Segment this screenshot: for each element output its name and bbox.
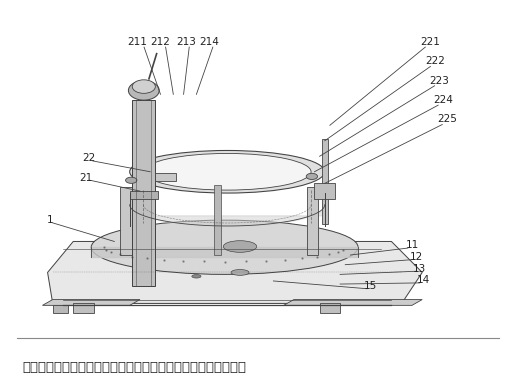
Ellipse shape — [231, 269, 249, 275]
Bar — [130, 191, 158, 199]
Ellipse shape — [132, 80, 155, 93]
Bar — [155, 173, 176, 181]
Bar — [214, 185, 220, 255]
Bar — [307, 187, 318, 255]
Bar — [120, 187, 132, 255]
Bar — [319, 303, 340, 313]
Ellipse shape — [130, 151, 325, 193]
Ellipse shape — [128, 81, 159, 100]
Text: 212: 212 — [151, 37, 170, 47]
Text: 22: 22 — [82, 153, 95, 163]
Polygon shape — [42, 300, 140, 305]
Text: 21: 21 — [79, 172, 93, 183]
Bar — [322, 139, 328, 224]
Text: 225: 225 — [437, 115, 457, 124]
Text: 211: 211 — [127, 37, 148, 47]
Bar — [132, 100, 155, 286]
Text: 224: 224 — [433, 95, 453, 105]
Ellipse shape — [125, 177, 137, 183]
Text: 14: 14 — [417, 275, 430, 285]
Text: 13: 13 — [413, 264, 426, 273]
Text: 214: 214 — [199, 37, 219, 47]
Text: 15: 15 — [364, 281, 378, 291]
Bar — [314, 183, 335, 199]
Ellipse shape — [91, 220, 358, 275]
Text: 223: 223 — [429, 76, 449, 86]
Text: 221: 221 — [420, 37, 440, 47]
Text: 11: 11 — [406, 240, 418, 250]
Text: 213: 213 — [176, 37, 196, 47]
Ellipse shape — [192, 275, 201, 278]
Text: 12: 12 — [410, 252, 423, 262]
Text: 222: 222 — [425, 57, 445, 66]
Ellipse shape — [143, 153, 311, 190]
Ellipse shape — [306, 173, 317, 179]
Text: 1: 1 — [47, 215, 54, 225]
Polygon shape — [284, 300, 422, 305]
Polygon shape — [47, 241, 422, 303]
Text: 图为用于坐标测量机的盘类工件检测工位调整工装的结构示意图: 图为用于坐标测量机的盘类工件检测工位调整工装的结构示意图 — [22, 361, 246, 374]
Bar — [53, 305, 68, 313]
Ellipse shape — [223, 241, 257, 252]
Bar — [73, 303, 94, 313]
